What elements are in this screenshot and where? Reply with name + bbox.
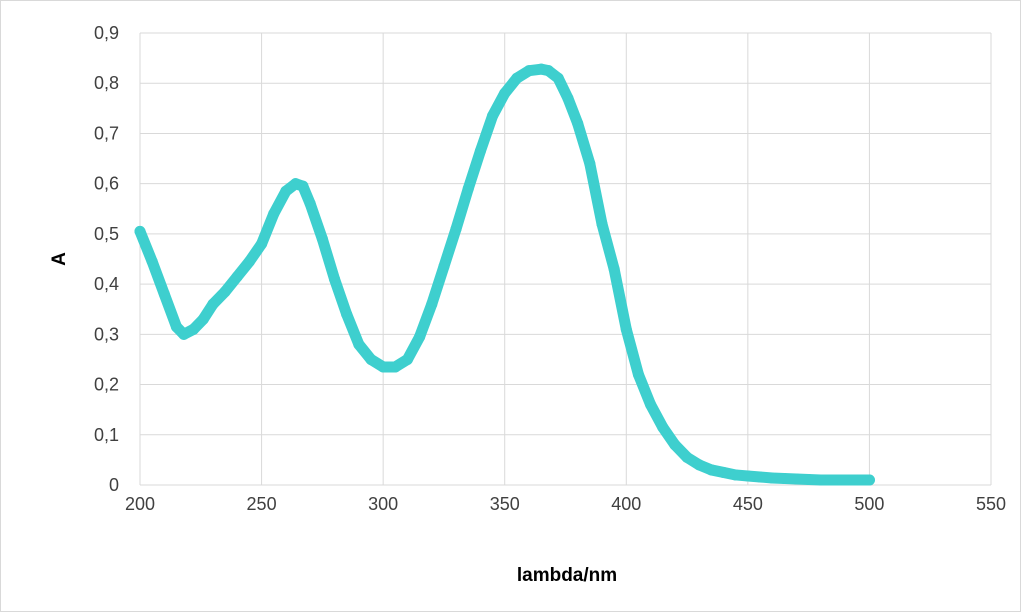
y-tick-label: 0,6 bbox=[94, 174, 119, 194]
data-point bbox=[341, 308, 353, 320]
data-point bbox=[827, 474, 839, 486]
data-point bbox=[487, 110, 499, 122]
data-point bbox=[778, 472, 790, 484]
data-point bbox=[170, 321, 182, 333]
y-tick-labels: 0 0,1 0,2 0,3 0,4 0,5 0,6 0,7 0,8 0,9 bbox=[94, 23, 119, 495]
data-point bbox=[377, 361, 389, 373]
data-point bbox=[562, 92, 574, 104]
series-line bbox=[134, 63, 875, 486]
data-point bbox=[705, 464, 717, 476]
data-point bbox=[863, 474, 875, 486]
x-axis-title: lambda/nm bbox=[517, 565, 617, 586]
y-tick-label: 0,2 bbox=[94, 375, 119, 395]
data-point bbox=[718, 466, 730, 478]
data-point bbox=[645, 399, 657, 411]
y-tick-label: 0,1 bbox=[94, 425, 119, 445]
data-point bbox=[304, 198, 316, 210]
data-point bbox=[219, 286, 231, 298]
y-tick-label: 0 bbox=[109, 475, 119, 495]
data-point bbox=[584, 158, 596, 170]
data-point bbox=[815, 474, 827, 486]
data-point bbox=[572, 117, 584, 129]
x-tick-label: 500 bbox=[854, 494, 884, 514]
data-point bbox=[790, 473, 802, 485]
data-point bbox=[426, 298, 438, 310]
data-point bbox=[681, 451, 693, 463]
y-tick-label: 0,9 bbox=[94, 23, 119, 43]
data-point bbox=[499, 87, 511, 99]
data-point bbox=[414, 331, 426, 343]
y-tick-label: 0,5 bbox=[94, 224, 119, 244]
data-point bbox=[839, 474, 851, 486]
data-point bbox=[197, 313, 209, 325]
x-tick-label: 300 bbox=[368, 494, 398, 514]
x-tick-label: 250 bbox=[247, 494, 277, 514]
data-point bbox=[231, 271, 243, 283]
x-tick-label: 400 bbox=[611, 494, 641, 514]
y-tick-label: 0,7 bbox=[94, 123, 119, 143]
data-point bbox=[158, 288, 170, 300]
x-tick-label: 200 bbox=[125, 494, 155, 514]
y-tick-label: 0,4 bbox=[94, 274, 119, 294]
data-point bbox=[187, 323, 199, 335]
data-point bbox=[552, 72, 564, 84]
data-point bbox=[401, 353, 413, 365]
data-point bbox=[620, 323, 632, 335]
data-point bbox=[523, 65, 535, 77]
data-point bbox=[450, 223, 462, 235]
data-point bbox=[243, 256, 255, 268]
data-point bbox=[608, 263, 620, 275]
data-point bbox=[256, 238, 268, 250]
x-tick-label: 550 bbox=[976, 494, 1006, 514]
data-point bbox=[268, 208, 280, 220]
data-point bbox=[669, 439, 681, 451]
data-point bbox=[207, 298, 219, 310]
data-point bbox=[297, 180, 309, 192]
x-tick-label: 350 bbox=[490, 494, 520, 514]
data-point bbox=[462, 183, 474, 195]
data-point bbox=[365, 353, 377, 365]
data-point bbox=[389, 361, 401, 373]
x-tick-labels: 200 250 300 350 400 450 500 550 bbox=[125, 494, 1006, 514]
data-point bbox=[134, 225, 146, 237]
data-point bbox=[693, 459, 705, 471]
data-point bbox=[438, 261, 450, 273]
data-point bbox=[316, 233, 328, 245]
data-point bbox=[280, 185, 292, 197]
data-point bbox=[353, 338, 365, 350]
x-tick-label: 450 bbox=[733, 494, 763, 514]
data-point bbox=[766, 472, 778, 484]
data-point bbox=[742, 470, 754, 482]
data-point bbox=[178, 328, 190, 340]
data-point bbox=[329, 273, 341, 285]
data-point bbox=[511, 72, 523, 84]
data-point bbox=[803, 473, 815, 485]
y-tick-label: 0,8 bbox=[94, 73, 119, 93]
data-point bbox=[146, 256, 158, 268]
data-point bbox=[730, 469, 742, 481]
data-point bbox=[474, 145, 486, 157]
data-series bbox=[134, 63, 875, 486]
y-axis-title: A bbox=[49, 252, 70, 266]
data-point bbox=[657, 421, 669, 433]
data-point bbox=[754, 471, 766, 483]
data-point bbox=[596, 218, 608, 230]
data-point bbox=[632, 369, 644, 381]
data-point bbox=[851, 474, 863, 486]
y-tick-label: 0,3 bbox=[94, 324, 119, 344]
data-point bbox=[542, 65, 554, 77]
